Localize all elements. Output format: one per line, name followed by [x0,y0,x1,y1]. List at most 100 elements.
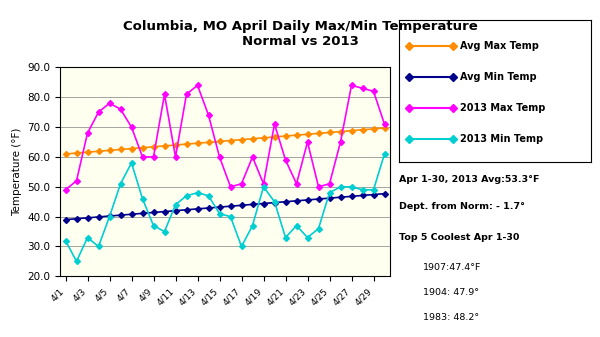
2013 Max Temp [128,125,135,129]
2013 Max Temp [359,86,366,90]
Line: 2013 Min Temp: 2013 Min Temp [64,152,386,264]
Avg Max Temp [271,135,278,139]
2013 Min Temp [249,223,256,227]
2013 Min Temp [205,194,212,198]
Avg Min Temp [370,192,377,196]
Avg Max Temp [282,134,289,138]
Avg Max Temp [359,128,366,132]
Text: Top 5 Coolest Apr 1-30: Top 5 Coolest Apr 1-30 [399,233,520,242]
2013 Min Temp [271,200,278,204]
Avg Min Temp [216,205,223,209]
Avg Min Temp [315,197,322,201]
Avg Min Temp [128,212,135,216]
2013 Max Temp [73,179,80,183]
Avg Min Temp [348,194,355,198]
2013 Min Temp [128,161,135,165]
2013 Min Temp [359,188,366,192]
Avg Max Temp [370,127,377,131]
2013 Max Temp [293,182,300,186]
Avg Max Temp [293,133,300,137]
2013 Max Temp [150,155,157,159]
Avg Max Temp [337,129,344,133]
Avg Min Temp [249,203,256,207]
Avg Max Temp [227,139,234,143]
2013 Min Temp [293,223,300,227]
Avg Max Temp [161,144,168,148]
Avg Min Temp [95,215,102,219]
2013 Max Temp [117,107,124,111]
Avg Max Temp [315,131,322,135]
2013 Max Temp [183,92,190,96]
2013 Min Temp [304,236,311,240]
Avg Max Temp [205,140,212,144]
Avg Min Temp [304,198,311,202]
Avg Min Temp [326,196,333,200]
Avg Min Temp [271,201,278,205]
2013 Min Temp [381,152,388,156]
2013 Min Temp [62,239,69,243]
2013 Min Temp [139,197,146,201]
Avg Max Temp [172,143,179,147]
2013 Min Temp [282,236,289,240]
2013 Min Temp [315,226,322,231]
2013 Max Temp [337,140,344,144]
2013 Max Temp [381,122,388,126]
Avg Min Temp [84,216,91,220]
2013 Max Temp [315,185,322,189]
Avg Min Temp [73,217,80,221]
Text: 1907:47.4°F: 1907:47.4°F [423,263,481,272]
2013 Min Temp [216,212,223,216]
Avg Max Temp [106,148,113,152]
Avg Min Temp [172,209,179,213]
Avg Max Temp [183,142,190,146]
2013 Min Temp [117,182,124,186]
Text: Dept. from Norm: - 1.7°: Dept. from Norm: - 1.7° [399,202,525,211]
2013 Max Temp [249,155,256,159]
Avg Min Temp [106,214,113,218]
Avg Max Temp [348,129,355,133]
Line: 2013 Max Temp: 2013 Max Temp [64,83,386,192]
2013 Max Temp [106,101,113,105]
2013 Max Temp [161,92,168,96]
2013 Min Temp [150,223,157,227]
Avg Max Temp [216,140,223,144]
Avg Max Temp [95,149,102,153]
2013 Min Temp [183,194,190,198]
2013 Min Temp [84,236,91,240]
2013 Max Temp [95,110,102,114]
Avg Max Temp [304,132,311,136]
Text: Columbia, MO April Daily Max/Min Temperature
Normal vs 2013: Columbia, MO April Daily Max/Min Tempera… [122,20,478,48]
Avg Min Temp [150,210,157,214]
2013 Min Temp [172,203,179,207]
Avg Min Temp [227,204,234,208]
Avg Min Temp [161,210,168,214]
Y-axis label: Temperature (°F): Temperature (°F) [12,128,22,216]
2013 Min Temp [370,188,377,192]
2013 Min Temp [227,215,234,219]
2013 Max Temp [216,155,223,159]
2013 Min Temp [326,191,333,195]
Avg Min Temp [260,202,267,206]
Avg Max Temp [194,141,201,145]
2013 Max Temp [139,155,146,159]
Avg Min Temp [293,199,300,203]
Avg Min Temp [381,192,388,196]
Avg Max Temp [249,137,256,141]
Avg Max Temp [84,150,91,154]
Avg Min Temp [194,207,201,211]
Avg Min Temp [337,195,344,199]
2013 Max Temp [84,131,91,135]
2013 Min Temp [337,185,344,189]
Line: Avg Max Temp: Avg Max Temp [64,126,386,156]
Avg Max Temp [238,137,245,142]
Text: 2013 Min Temp: 2013 Min Temp [460,134,544,144]
Avg Max Temp [62,152,69,156]
Text: 1983: 48.2°: 1983: 48.2° [423,313,479,323]
2013 Min Temp [106,215,113,219]
Avg Min Temp [359,193,366,197]
2013 Min Temp [194,191,201,195]
2013 Max Temp [348,83,355,87]
Avg Max Temp [139,146,146,150]
2013 Max Temp [326,182,333,186]
Avg Max Temp [326,130,333,134]
